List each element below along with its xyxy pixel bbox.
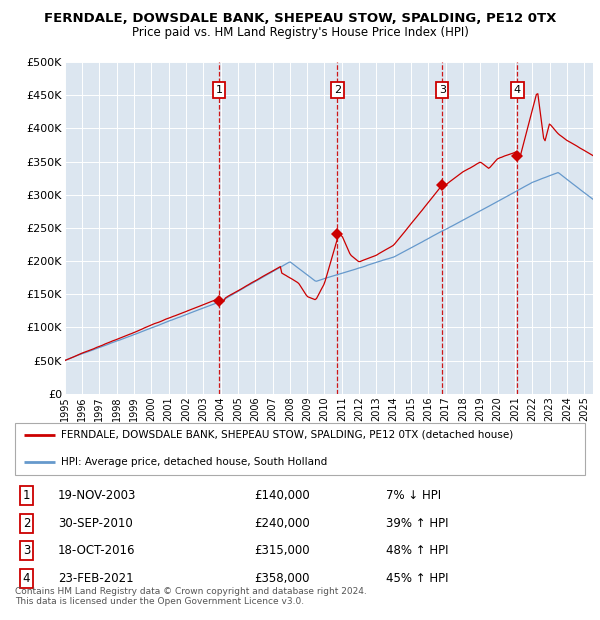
Text: 4: 4 [23, 572, 30, 585]
Text: 23-FEB-2021: 23-FEB-2021 [58, 572, 134, 585]
Text: £315,000: £315,000 [254, 544, 310, 557]
Text: £140,000: £140,000 [254, 489, 310, 502]
Text: 18-OCT-2016: 18-OCT-2016 [58, 544, 136, 557]
Text: Price paid vs. HM Land Registry's House Price Index (HPI): Price paid vs. HM Land Registry's House … [131, 26, 469, 39]
Text: £358,000: £358,000 [254, 572, 310, 585]
Text: 45% ↑ HPI: 45% ↑ HPI [386, 572, 449, 585]
Text: 4: 4 [514, 85, 521, 95]
Text: FERNDALE, DOWSDALE BANK, SHEPEAU STOW, SPALDING, PE12 0TX (detached house): FERNDALE, DOWSDALE BANK, SHEPEAU STOW, S… [61, 430, 513, 440]
Text: 19-NOV-2003: 19-NOV-2003 [58, 489, 136, 502]
Text: FERNDALE, DOWSDALE BANK, SHEPEAU STOW, SPALDING, PE12 0TX: FERNDALE, DOWSDALE BANK, SHEPEAU STOW, S… [44, 12, 556, 25]
Text: 2: 2 [334, 85, 341, 95]
Text: 48% ↑ HPI: 48% ↑ HPI [386, 544, 449, 557]
Text: 39% ↑ HPI: 39% ↑ HPI [386, 516, 449, 529]
Text: 30-SEP-2010: 30-SEP-2010 [58, 516, 133, 529]
Text: 1: 1 [23, 489, 30, 502]
Text: Contains HM Land Registry data © Crown copyright and database right 2024.
This d: Contains HM Land Registry data © Crown c… [15, 587, 367, 606]
Text: 3: 3 [23, 544, 30, 557]
Text: 2: 2 [23, 516, 30, 529]
Text: £240,000: £240,000 [254, 516, 310, 529]
Text: HPI: Average price, detached house, South Holland: HPI: Average price, detached house, Sout… [61, 457, 327, 467]
Text: 1: 1 [215, 85, 223, 95]
Text: 7% ↓ HPI: 7% ↓ HPI [386, 489, 442, 502]
FancyBboxPatch shape [15, 423, 585, 475]
Text: 3: 3 [439, 85, 446, 95]
